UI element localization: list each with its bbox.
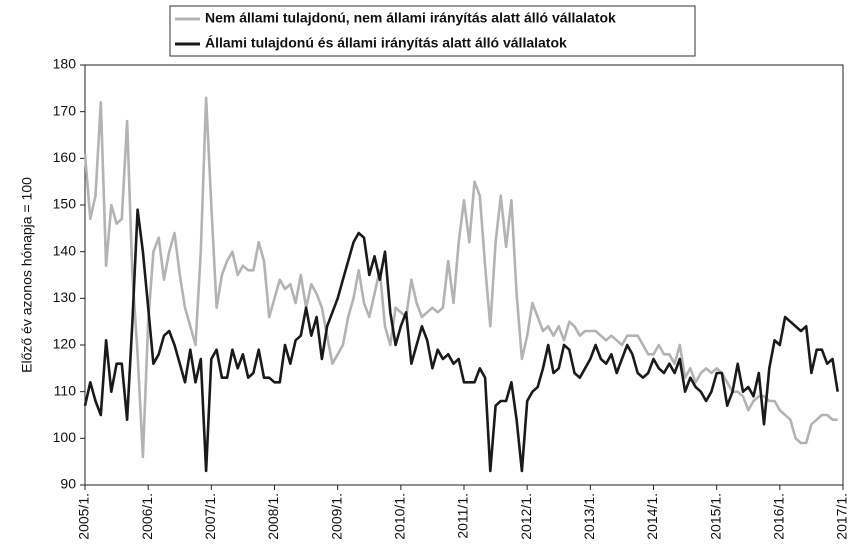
y-tick-label: 110 (54, 382, 77, 398)
x-tick-label: 2016/1. (771, 493, 787, 540)
y-tick-label: 120 (53, 336, 77, 352)
y-tick-label: 140 (53, 242, 77, 258)
x-tick-label: 2012/1. (518, 493, 534, 540)
y-tick-label: 180 (53, 56, 77, 72)
x-tick-label: 2007/1. (202, 493, 218, 540)
x-tick-label: 2008/1. (265, 493, 281, 540)
legend-text: Nem állami tulajdonú, nem állami irányít… (205, 10, 616, 26)
x-tick-label: 2013/1. (581, 493, 597, 540)
x-tick-label: 2006/1. (139, 493, 155, 540)
y-tick-label: 170 (53, 102, 77, 118)
x-tick-label: 2010/1. (392, 493, 408, 540)
y-tick-label: 130 (53, 289, 77, 305)
x-tick-label: 2011/1. (455, 493, 471, 539)
series-line (83, 208, 839, 473)
x-tick-label: 2015/1. (707, 493, 723, 540)
legend-text: Állami tulajdonú és állami irányítás ala… (205, 35, 567, 51)
x-tick-label: 2005/1. (76, 493, 92, 540)
y-axis-label: Előző év azonos hónapja = 100 (19, 177, 35, 373)
x-tick-label: 2017/1. (834, 493, 850, 540)
y-tick-label: 160 (53, 149, 77, 165)
x-tick-label: 2014/1. (644, 493, 660, 540)
x-tick-label: 2009/1. (328, 493, 344, 540)
legend-box (169, 5, 696, 57)
y-tick-label: 90 (60, 476, 76, 492)
y-tick-label: 100 (53, 429, 77, 445)
y-tick-label: 150 (53, 196, 77, 212)
series-line (83, 96, 838, 459)
